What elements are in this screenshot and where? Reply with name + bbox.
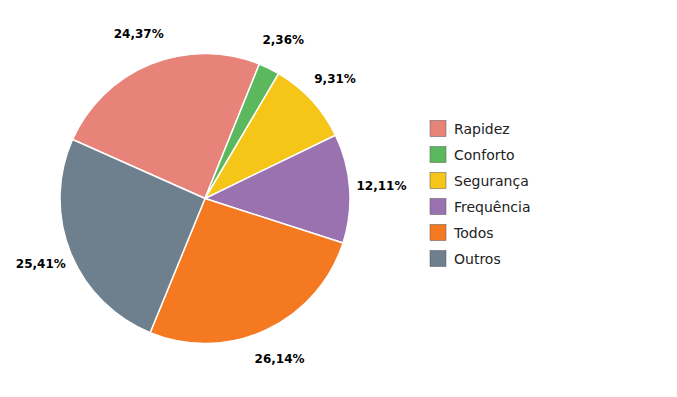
legend-item: Rapidez	[430, 121, 510, 137]
legend-label: Conforto	[454, 147, 515, 163]
data-label: 12,11%	[356, 179, 406, 193]
legend: Rapidez Conforto Segurança Frequência Todos O…	[430, 121, 531, 267]
legend-swatch	[430, 199, 446, 215]
chart: 24,37% 2,36% 9,31% 12,11% 26,14% 25,41% Rapide…	[0, 0, 677, 397]
legend-label: Outros	[454, 251, 501, 267]
legend-swatch	[430, 121, 446, 137]
legend-item: Conforto	[430, 147, 515, 163]
legend-swatch	[430, 251, 446, 267]
pie	[60, 54, 350, 344]
pie-slice	[60, 140, 205, 333]
legend-label: Segurança	[454, 173, 529, 189]
data-label: 26,14%	[255, 352, 305, 366]
legend-label: Rapidez	[454, 121, 510, 137]
data-label: 24,37%	[114, 27, 164, 41]
legend-swatch	[430, 225, 446, 241]
legend-swatch	[430, 147, 446, 163]
legend-item: Todos	[430, 225, 493, 241]
legend-item: Outros	[430, 251, 501, 267]
legend-item: Segurança	[430, 173, 529, 189]
data-label: 2,36%	[262, 33, 304, 47]
legend-label: Todos	[453, 225, 493, 241]
data-labels: 24,37% 2,36% 9,31% 12,11% 26,14% 25,41%	[16, 27, 407, 365]
legend-swatch	[430, 173, 446, 189]
legend-item: Frequência	[430, 199, 531, 215]
data-label: 9,31%	[314, 72, 356, 86]
legend-label: Frequência	[454, 199, 531, 215]
data-label: 25,41%	[16, 257, 66, 271]
